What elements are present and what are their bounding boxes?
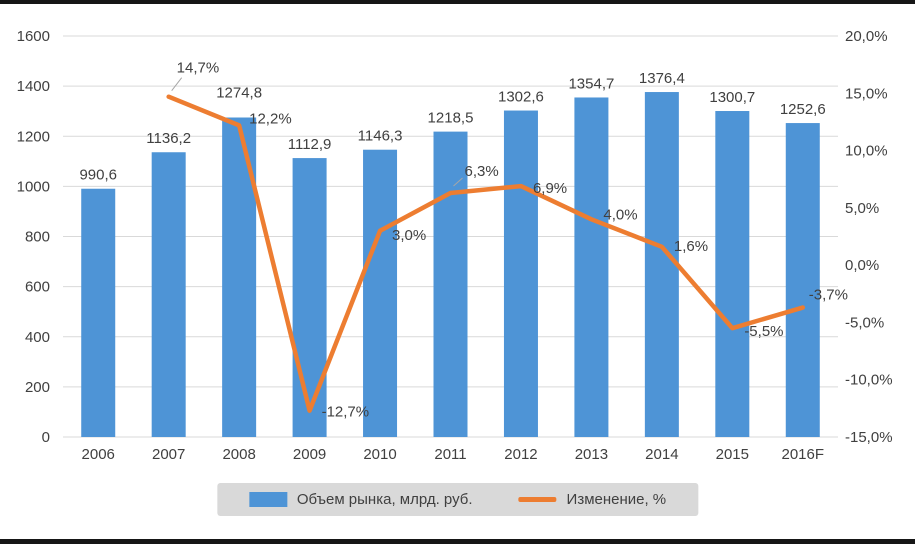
right-axis-tick: -15,0% [845,429,893,446]
bar-value-label: 1300,7 [709,89,755,106]
bar-2012 [503,110,538,437]
bar-value-label: 1302,6 [498,89,544,106]
x-axis-label: 2012 [504,446,537,463]
bar-2011 [433,131,468,437]
left-axis-tick: 200 [25,379,50,396]
line-value-label: 1,6% [674,238,708,255]
left-axis-tick: 1400 [17,78,50,95]
left-axis-tick: 1000 [17,178,50,195]
bar-2006 [81,188,116,437]
left-axis-tick: 1600 [17,28,50,45]
x-axis-label: 2007 [152,446,185,463]
left-axis-tick: 1200 [17,128,50,145]
bar-2013 [574,97,609,438]
bar-series-swatch [248,492,287,507]
left-axis-tick: 600 [25,279,50,296]
bar-value-label: 1376,4 [639,70,685,87]
bar-value-label: 1136,2 [146,130,191,147]
line-value-label: 3,0% [392,227,426,244]
x-axis-label: 2009 [293,446,326,463]
x-axis-label: 2008 [222,446,255,463]
bar-value-label: 1218,5 [428,110,474,127]
label-leader-line [171,77,183,92]
right-axis-tick: 20,0% [845,28,888,45]
bar-2007 [151,152,186,437]
line-value-label: 14,7% [177,60,220,77]
x-axis-label: 2010 [363,446,396,463]
chart-legend: Объем рынка, млрд. руб. Изменение, % [216,483,699,516]
bar-2009 [292,158,327,437]
legend-label-line-series: Изменение, % [566,491,667,508]
left-axis-tick: 400 [25,329,50,346]
bar-value-label: 1354,7 [568,75,614,92]
line-value-label: -12,7% [322,404,370,421]
top-border [0,0,915,4]
bar-value-label: 1146,3 [358,128,403,145]
legend-label-bar-series: Объем рынка, млрд. руб. [296,491,473,508]
left-axis-tick: 0 [42,429,50,446]
right-axis-tick: 10,0% [845,143,888,160]
line-series-swatch [518,497,557,502]
x-axis-label: 2015 [716,446,749,463]
bar-value-label: 1112,9 [288,136,332,153]
label-leader-line [453,177,463,187]
x-axis-label: 2014 [645,446,678,463]
line-value-label: -3,7% [809,287,848,304]
right-axis-tick: 15,0% [845,85,888,102]
bar-2014 [644,92,679,438]
bar-value-label: 990,6 [79,167,117,184]
right-axis-tick: -5,0% [845,314,884,331]
left-axis-tick: 800 [25,229,50,246]
line-value-label: 4,0% [603,206,637,223]
line-value-label: -5,5% [744,323,783,340]
legend-item-bar-series: Объем рынка, млрд. руб. [248,491,473,508]
line-value-label: 6,3% [465,163,499,180]
line-value-label: 6,9% [533,180,567,197]
bar-2015 [715,111,750,438]
right-axis-tick: 0,0% [845,257,879,274]
bar-value-label: 1274,8 [216,85,262,102]
bar-2010 [363,149,398,437]
trend-line [166,94,806,413]
legend-item-line-series: Изменение, % [518,491,667,508]
right-axis-tick: -10,0% [845,372,893,389]
bar-2016F [785,123,820,437]
line-value-label: 12,2% [249,110,292,127]
x-axis-label: 2006 [82,446,115,463]
x-axis-label: 2016F [781,446,824,463]
right-axis-tick: 5,0% [845,200,879,217]
bottom-border [0,539,915,544]
bar-value-label: 1252,6 [780,101,826,118]
x-axis-label: 2011 [434,446,466,463]
x-axis-label: 2013 [575,446,608,463]
